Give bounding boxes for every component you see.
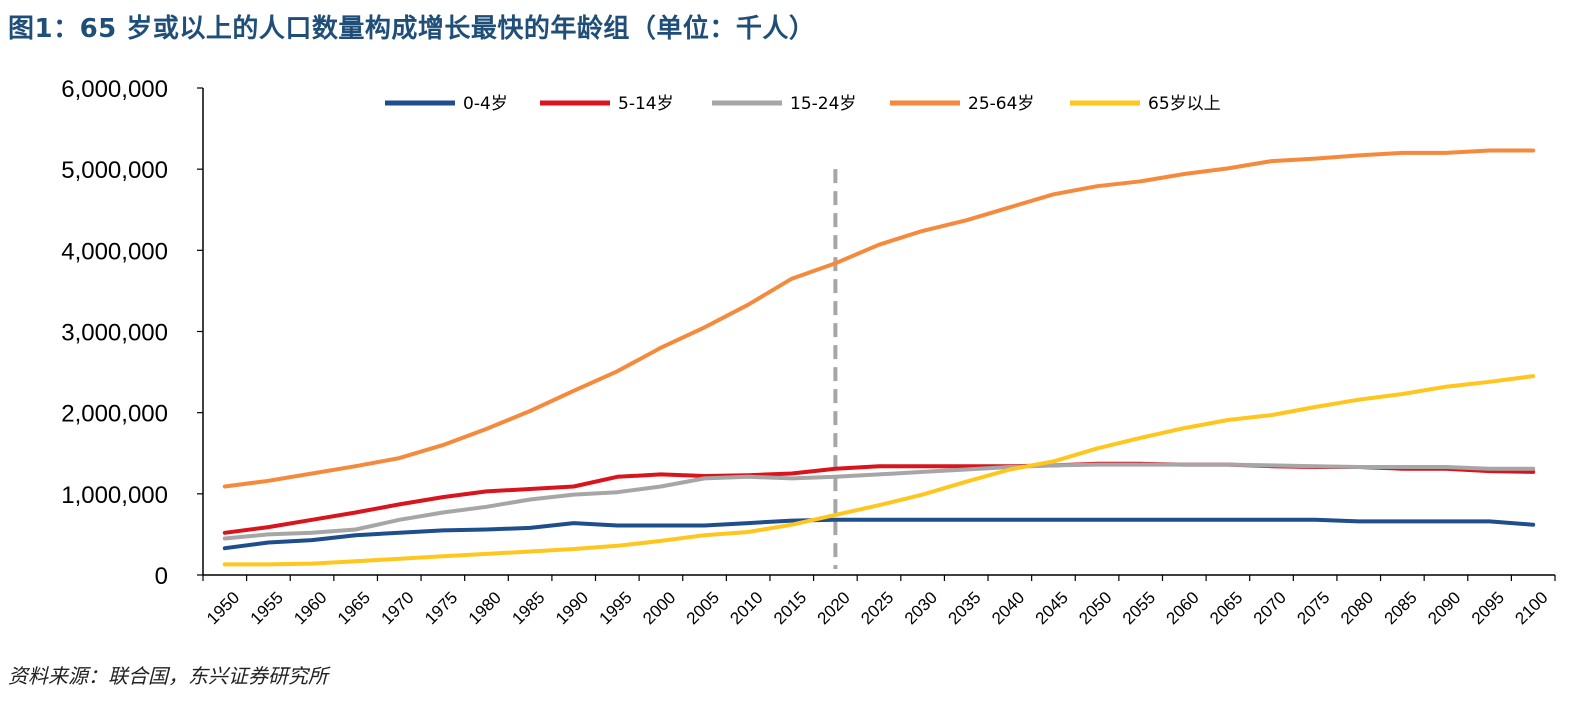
- series-line-0: [222, 517, 1536, 551]
- series-layer: [222, 148, 1536, 567]
- x-tick-label: 2090: [1424, 588, 1464, 628]
- x-tick-label: 2020: [814, 588, 854, 628]
- y-tick-label: 5,000,000: [61, 157, 168, 184]
- x-tick-label: 2070: [1250, 588, 1290, 628]
- x-tick-label: 2080: [1337, 588, 1377, 628]
- legend-label-2: 15-24岁: [790, 94, 856, 114]
- x-tick-label: 2050: [1075, 588, 1115, 628]
- legend: 0-4岁 5-14岁 15-24岁 25-64岁 65岁以上: [385, 94, 1221, 114]
- legend-label-3: 25-64岁: [968, 94, 1034, 114]
- source-note: 资料来源：联合国，东兴证券研究所: [8, 664, 328, 688]
- x-tick-label: 2005: [683, 588, 723, 628]
- legend-label-0: 0-4岁: [463, 94, 508, 114]
- x-tick-label: 2055: [1119, 588, 1159, 628]
- x-tick-label: 2100: [1511, 588, 1551, 628]
- x-tick-label: 2075: [1293, 588, 1333, 628]
- series-line-3: [222, 148, 1536, 489]
- x-tick-label: 1970: [378, 588, 418, 628]
- x-tick-label: 2060: [1163, 588, 1203, 628]
- x-tick-label: 2025: [857, 588, 897, 628]
- x-tick-label: 1980: [465, 588, 505, 628]
- x-tick-label: 1955: [247, 588, 287, 628]
- x-tick-label: 2030: [901, 588, 941, 628]
- y-tick-label: 4,000,000: [61, 238, 168, 265]
- x-tick-label: 2065: [1206, 588, 1246, 628]
- legend-label-4: 65岁以上: [1148, 94, 1221, 114]
- y-tick-label: 2,000,000: [61, 401, 168, 428]
- series-line-2: [222, 462, 1536, 541]
- y-tick-label: 6,000,000: [61, 76, 168, 103]
- y-tick-label: 0: [155, 563, 168, 590]
- x-tick-label: 2095: [1468, 588, 1508, 628]
- x-tick-label: 1990: [552, 588, 592, 628]
- x-tick-label: 2085: [1381, 588, 1421, 628]
- x-tick-label: 1965: [334, 588, 374, 628]
- x-tick-label: 2015: [770, 588, 810, 628]
- x-tick-label: 2035: [944, 588, 984, 628]
- series-line-4: [222, 374, 1536, 567]
- y-tick-label: 3,000,000: [61, 320, 168, 347]
- x-tick-label: 2000: [639, 588, 679, 628]
- x-tick-label: 1960: [290, 588, 330, 628]
- chart-title: 图1：65 岁或以上的人口数量构成增长最快的年龄组（单位：千人）: [8, 14, 816, 44]
- x-tick-label: 1975: [421, 588, 461, 628]
- x-tick-label: 1950: [203, 588, 243, 628]
- x-tick-label: 1985: [508, 588, 548, 628]
- x-tick-label: 2010: [726, 588, 766, 628]
- x-tick-label: 2045: [1032, 588, 1072, 628]
- x-tick-label: 2040: [988, 588, 1028, 628]
- x-tick-label: 1995: [596, 588, 636, 628]
- legend-label-1: 5-14岁: [618, 94, 674, 114]
- y-tick-label: 1,000,000: [61, 482, 168, 509]
